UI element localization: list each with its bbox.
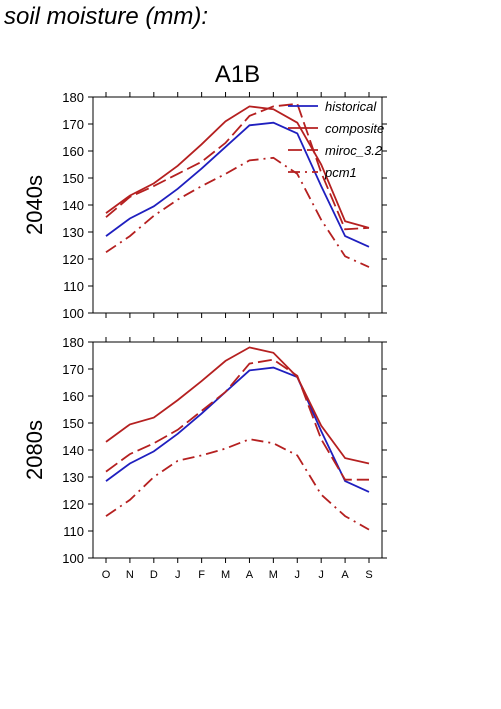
y-tick-label: 110 — [63, 524, 84, 539]
y-tick-label: 170 — [62, 362, 84, 377]
y-tick-label: 120 — [62, 252, 84, 267]
legend-label: miroc_3.2 — [325, 143, 383, 158]
y-tick-label: 160 — [62, 144, 84, 159]
x-tick-label: F — [198, 569, 205, 581]
chart-panel-2: 100 110 120 130 140 150 160 170 180 O N D J F M A M J J A S 2… — [22, 335, 387, 581]
y-tick-label: 120 — [62, 497, 84, 512]
series-line-composite — [105, 346, 370, 465]
x-tick-label: A — [341, 569, 349, 581]
chart-panel-1: 100 110 120 130 140 150 160 170 180 2040s A1B histo… — [22, 61, 387, 321]
y-tick-label: 100 — [62, 551, 84, 566]
x-tick-label: S — [365, 569, 372, 581]
x-tick-label: O — [102, 569, 111, 581]
x-tick-label: A — [246, 569, 254, 581]
y-tick-label: 130 — [62, 470, 84, 485]
legend-label: historical — [325, 99, 377, 114]
y-tick-label: 110 — [63, 279, 84, 294]
series-line-miroc-3-2 — [105, 358, 369, 481]
x-tick-label: J — [175, 569, 181, 581]
y-tick-label: 180 — [62, 335, 84, 350]
y-tick-label: 150 — [62, 416, 84, 431]
legend-label: composite — [325, 121, 384, 136]
x-tick-label: J — [295, 569, 301, 581]
x-tick-label: M — [269, 569, 278, 581]
y-tick-label: 150 — [62, 171, 84, 186]
y-tick-label: 170 — [62, 117, 84, 132]
chart-title: A1B — [215, 61, 260, 88]
y-axis-label: 2080s — [22, 420, 47, 480]
series-line-historical — [105, 121, 370, 248]
series-line-historical — [105, 366, 370, 493]
y-tick-label: 130 — [62, 225, 84, 240]
y-tick-label: 180 — [62, 90, 84, 105]
y-tick-label: 140 — [62, 443, 84, 458]
series-line-pcm1 — [105, 438, 370, 531]
x-tick-label: J — [318, 569, 324, 581]
series-line-miroc-3-2 — [105, 102, 370, 231]
legend-label: pcm1 — [324, 165, 357, 180]
y-axis-label: 2040s — [22, 175, 47, 235]
x-tick-label: N — [126, 569, 134, 581]
x-tick-label: D — [150, 569, 158, 581]
y-tick-label: 100 — [62, 306, 84, 321]
y-tick-label: 140 — [62, 198, 84, 213]
y-tick-label: 160 — [62, 389, 84, 404]
legend: historical composite miroc_3.2 pcm1 — [288, 99, 384, 180]
x-tick-label: M — [221, 569, 230, 581]
figure-title: soil moisture (mm): — [4, 3, 209, 30]
series-line-pcm1 — [105, 156, 370, 268]
series-line-composite — [105, 105, 370, 229]
